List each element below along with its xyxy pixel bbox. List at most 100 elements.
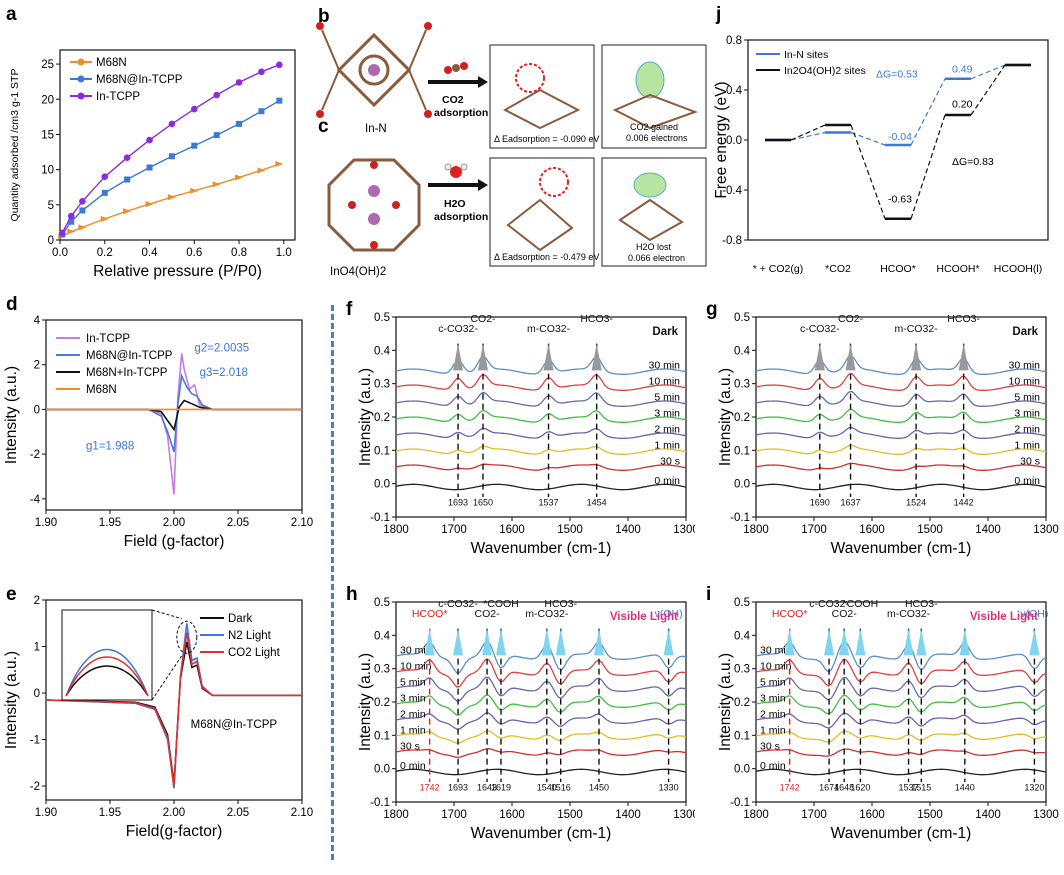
spectrum-7 [755,768,1047,776]
peak-label: m-CO32- [527,323,571,335]
spectrum-2 [395,391,687,407]
y-tick-label: 0.8 [726,35,742,47]
spectrum-5 [755,444,1047,455]
peak-arrow [591,343,602,371]
peak-label: HCOO* [772,608,808,620]
x-tick-label: 1700 [441,524,467,536]
spectrum-1 [755,659,1047,687]
x-tick-label: 1500 [917,809,943,821]
time-label: 10 min [760,661,792,673]
zoom-ellipse [176,620,198,654]
x-tick-label: 1700 [801,524,827,536]
peak-number: 1442 [954,497,974,507]
mode-label: Dark [1012,326,1038,338]
y-tick-label: 0.5 [734,312,750,324]
panel-a: a 0.0 0.2 0.4 0.6 0.8 1.0 0 5 10 15 20 25 Relative pr… [0,0,310,290]
x-tick-label: 1.90 [35,517,57,529]
x-axis-label: Field(g-factor) [126,823,222,840]
x-tick-label: 0.0 [52,247,68,259]
data-point [79,197,86,205]
peak-arrow [541,628,552,656]
y-tick-label: 0.0 [374,764,390,776]
y-tick-label: 0.1 [734,445,750,457]
data-point [213,132,220,139]
y-tick-label: 2 [34,360,40,372]
peak-arrow [903,628,914,656]
annotation-g1: g1=1.988 [86,441,134,453]
peak-label: ν(OH) [1020,608,1048,620]
data-point [191,142,198,149]
mode-label: Dark [652,326,678,338]
peak-number: 1693 [448,782,468,792]
annotation: 0.20 [952,99,973,111]
x-tick-label: 1300 [673,809,695,821]
peak-label: *COOH [483,598,519,610]
spectrum-3 [755,408,1047,423]
y-tick-label: 25 [41,59,54,71]
legend-label: In-TCPP [86,333,130,345]
spectrum-3 [395,694,687,716]
y-tick-label: 0.1 [374,445,390,457]
y-tick-label: -2 [30,781,40,793]
peak-arrow [839,628,850,656]
peak-label: c-CO32- [809,598,849,610]
chart-f-svg: f 1800 1700 1600 1500 1400 1300 -0.1 0.0 0.1 0.2 0.… [346,299,699,557]
time-label: 10 min [1008,376,1040,388]
data-point [235,79,243,86]
x-tick-label: 2.00 [163,517,185,529]
spectrum-2 [755,390,1047,407]
peak-label: m-CO32- [525,608,569,620]
y-tick-label: 15 [41,129,54,141]
time-label: 1 min [654,440,680,452]
data-point [68,218,75,225]
data-point [101,189,108,196]
peak-label: m-CO32- [887,608,931,620]
x-tick-label: 0.4 [142,247,159,259]
spectrum-4 [755,426,1047,439]
legend-marker [77,92,85,100]
data-point [258,68,265,76]
peak-number: 1440 [955,782,975,792]
x-tick-label: 1400 [615,524,641,536]
peak-arrow [814,343,825,371]
annotation: -0.63 [888,194,912,206]
peak-label: c-CO32- [438,598,478,610]
energy-connector [790,131,826,141]
h2o-adsorption-label-1: H2O [444,198,466,210]
time-label: 2 min [1014,424,1040,436]
y-axis-label: Intensity (a.u.) [3,366,20,464]
time-label: 0 min [760,760,786,772]
y-axis-label: Quantity adsorbed /cm3 g-1 STP [9,69,21,222]
peak-label: CO2- [832,608,858,620]
panel-h: h 1800 1700 1600 1500 1400 1300 -0.1 0.0 0.1 0.2 0.… [340,580,699,870]
x-tick-label: 2.05 [227,807,249,819]
panel-letter-d: d [6,294,18,315]
time-label: 30 s [660,456,680,468]
y-axis-label: Intensity (a.u.) [717,368,734,466]
x-tick-label: 1600 [499,809,525,821]
peak-number: 1330 [659,782,679,792]
spectrum-4 [395,427,687,439]
y-tick-label: -0.8 [722,235,742,247]
peak-arrow [594,628,604,656]
peak-label: m-CO32- [894,323,938,335]
data-point [275,161,284,167]
peak-number: 1450 [589,782,609,792]
x-tick-label: 1300 [1033,524,1059,536]
time-label: 30 min [400,645,432,657]
peak-arrow [453,343,464,371]
time-label: 0 min [400,760,426,772]
data-point [58,229,66,237]
time-label: 3 min [400,693,426,705]
peak-arrow [959,628,970,656]
spectrum-7 [395,483,687,491]
data-point [101,173,109,180]
data-point [257,167,266,174]
time-label: 2 min [654,424,680,436]
chart-d-svg: d 1.90 1.95 2.00 2.05 2.10 -4 -2 0 2 4 Field (g-fac… [3,294,313,550]
y-tick-label: -0.1 [730,797,750,809]
data-point [79,207,86,214]
peak-arrow [1029,628,1040,656]
y-tick-label: 0.1 [734,730,750,742]
peak-arrow [663,628,674,656]
